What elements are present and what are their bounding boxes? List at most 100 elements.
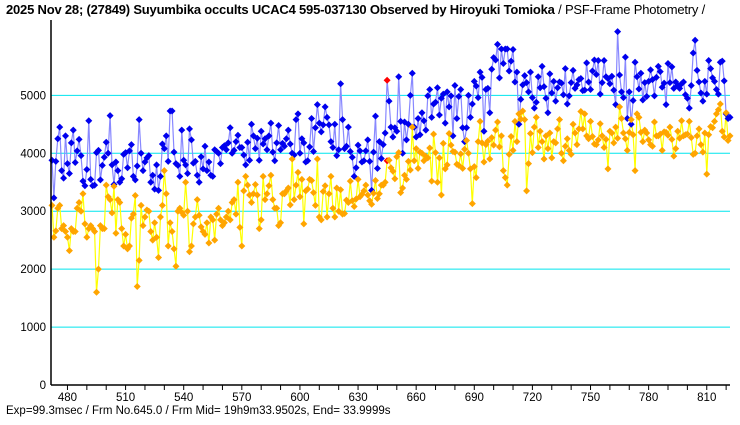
data-point-comparison	[464, 91, 472, 99]
data-point-comparison	[480, 127, 488, 135]
data-point-target	[77, 207, 85, 215]
data-point-comparison	[424, 92, 432, 100]
data-point-comparison	[703, 90, 711, 98]
data-point-target	[124, 245, 132, 253]
data-point-comparison	[552, 97, 560, 105]
data-point-comparison	[112, 158, 120, 166]
data-point-target	[189, 220, 197, 228]
data-point-comparison	[224, 139, 232, 147]
data-point-comparison	[445, 103, 453, 111]
data-point-comparison	[348, 153, 356, 161]
data-point-target	[187, 242, 195, 250]
data-point-comparison	[588, 67, 596, 75]
data-point-target	[350, 203, 358, 211]
data-point-target	[180, 211, 188, 219]
data-point-comparison	[104, 149, 112, 157]
data-point-comparison	[577, 75, 585, 83]
data-point-target	[122, 230, 130, 238]
data-point-target	[683, 130, 691, 138]
data-point-comparison	[164, 157, 172, 165]
data-point-comparison	[370, 148, 378, 156]
data-point-target	[248, 199, 256, 206]
x-tick-label: 690	[465, 392, 484, 404]
x-tick-label: 540	[174, 392, 193, 404]
data-point-target	[685, 117, 693, 125]
data-point-comparison	[443, 88, 451, 96]
data-point-comparison	[197, 153, 205, 161]
data-point-target	[461, 145, 469, 153]
data-point-target	[139, 222, 147, 230]
data-point-comparison	[73, 147, 81, 155]
data-point-comparison	[621, 53, 629, 61]
data-point-comparison	[127, 141, 135, 149]
data-point-comparison	[313, 101, 321, 109]
data-point-comparison	[526, 68, 534, 76]
data-point-comparison	[226, 124, 234, 132]
data-point-target	[182, 178, 190, 186]
data-point-comparison	[618, 88, 626, 96]
data-point-target	[722, 109, 730, 117]
x-tick-label: 810	[697, 392, 716, 404]
data-point-target	[209, 216, 217, 224]
data-point-target	[290, 196, 298, 204]
data-point-comparison	[426, 86, 434, 94]
data-point-target	[430, 130, 438, 138]
data-point-comparison	[58, 167, 66, 175]
data-point-target	[499, 167, 507, 175]
y-tick-label: 1000	[20, 322, 46, 334]
data-point-comparison	[614, 28, 622, 36]
data-point-target	[267, 171, 275, 179]
data-point-target	[623, 146, 631, 154]
data-point-comparison	[492, 56, 500, 64]
data-point-comparison	[311, 124, 319, 132]
data-point-comparison	[707, 65, 715, 73]
data-point-target	[325, 190, 333, 198]
data-point-comparison	[323, 113, 331, 121]
data-point-target	[319, 187, 327, 195]
data-point-target	[129, 210, 137, 218]
x-tick-label: 510	[116, 392, 135, 404]
data-point-comparison	[309, 148, 317, 156]
data-point-comparison	[563, 100, 571, 108]
data-point-target	[399, 184, 407, 192]
y-tick-label: 2000	[20, 264, 46, 276]
data-point-target	[110, 182, 118, 190]
data-point-target	[205, 239, 213, 247]
data-point-comparison	[63, 160, 71, 168]
data-point-comparison	[569, 66, 577, 74]
data-point-target	[118, 225, 126, 233]
data-point-target	[370, 189, 378, 197]
data-point-target	[201, 230, 209, 238]
data-point-target	[621, 135, 629, 143]
data-point-comparison	[83, 165, 91, 173]
data-point-comparison	[468, 100, 476, 108]
data-point-comparison	[94, 146, 102, 154]
data-point-target	[94, 265, 102, 273]
data-point-target	[468, 200, 476, 208]
data-point-comparison	[463, 124, 471, 132]
data-point-target	[261, 196, 269, 204]
data-point-target	[244, 181, 252, 189]
data-point-comparison	[321, 103, 329, 111]
data-point-comparison	[71, 159, 79, 167]
data-point-target	[426, 144, 434, 152]
data-point-target	[300, 220, 308, 228]
data-point-comparison	[176, 172, 184, 180]
data-point-comparison	[222, 146, 230, 154]
data-point-comparison	[474, 94, 482, 102]
data-point-comparison	[296, 149, 304, 157]
data-point-comparison	[714, 90, 722, 98]
data-point-target	[170, 245, 178, 253]
data-point-target	[587, 117, 595, 125]
x-tick-label: 660	[407, 392, 426, 404]
data-point-target	[424, 154, 432, 162]
data-point-target	[627, 116, 635, 124]
data-point-comparison	[561, 65, 569, 73]
data-point-target	[503, 181, 511, 189]
frame-info-caption: Exp=99.3msec / Frm No.645.0 / Frm Mid= 1…	[6, 405, 391, 417]
data-point-comparison	[325, 121, 333, 129]
data-point-target	[612, 123, 620, 131]
data-point-comparison	[596, 90, 604, 98]
data-point-target	[292, 181, 300, 189]
data-point-comparison	[304, 157, 312, 165]
